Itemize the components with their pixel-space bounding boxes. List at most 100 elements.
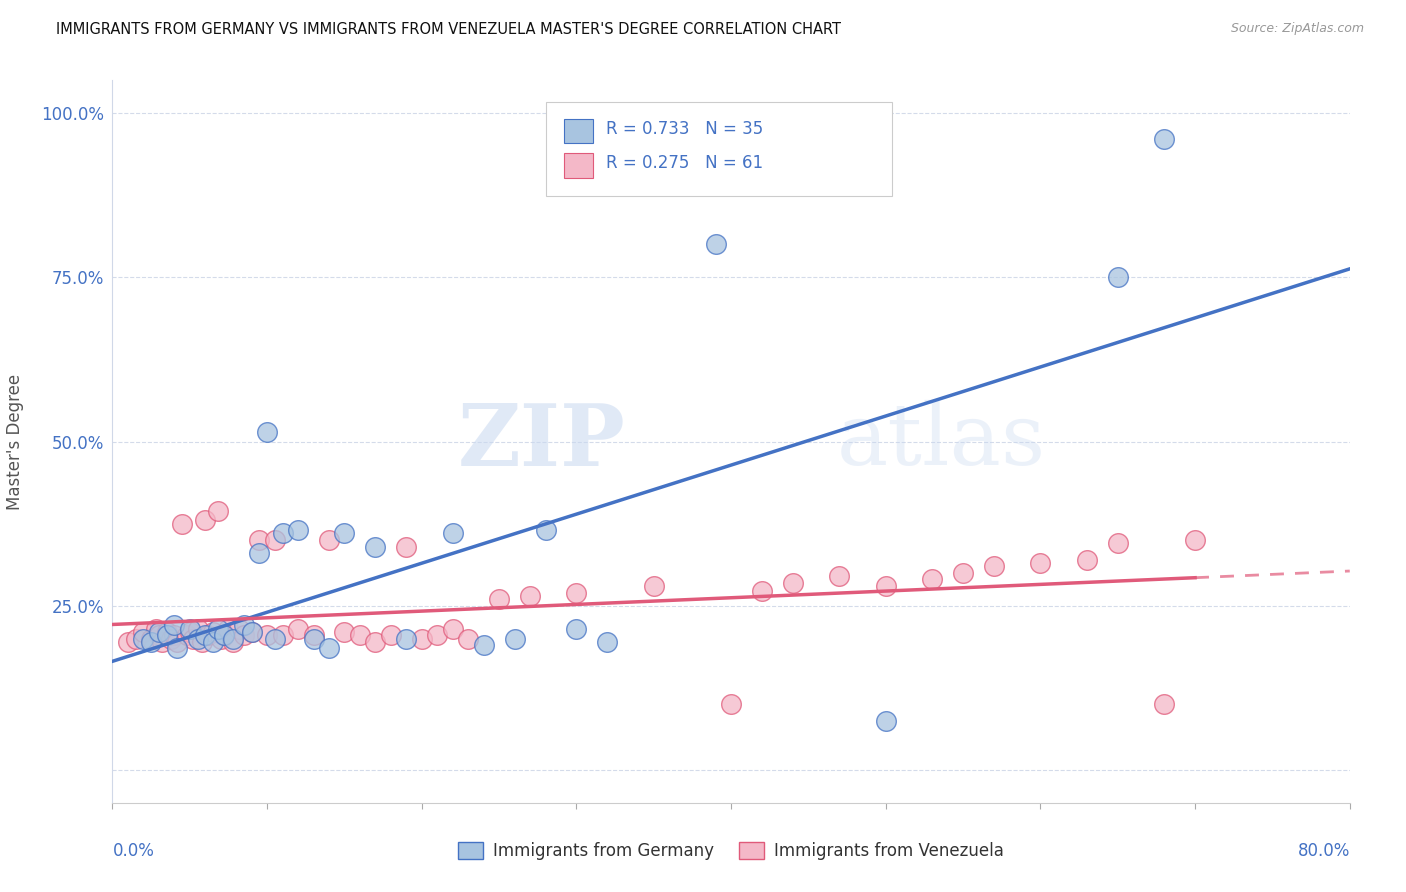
Point <box>124 632 148 646</box>
Point <box>720 698 742 712</box>
Point <box>264 533 287 547</box>
Point <box>828 569 851 583</box>
Point <box>166 635 188 649</box>
Point <box>318 533 340 547</box>
Point <box>217 622 239 636</box>
Point <box>457 632 479 646</box>
Text: 80.0%: 80.0% <box>1298 842 1350 860</box>
Text: R = 0.275   N = 61: R = 0.275 N = 61 <box>606 154 763 172</box>
Point <box>534 523 557 537</box>
Point <box>228 622 250 636</box>
Point <box>247 533 270 547</box>
Point <box>222 635 245 649</box>
Point <box>145 622 167 636</box>
Point <box>751 584 773 599</box>
Point <box>209 632 232 646</box>
Point <box>233 628 256 642</box>
FancyBboxPatch shape <box>546 102 891 196</box>
Point <box>271 628 294 642</box>
Point <box>364 635 387 649</box>
Point <box>395 540 418 554</box>
Point <box>194 628 217 642</box>
Point <box>782 575 804 590</box>
Text: IMMIGRANTS FROM GERMANY VS IMMIGRANTS FROM VENEZUELA MASTER'S DEGREE CORRELATION: IMMIGRANTS FROM GERMANY VS IMMIGRANTS FR… <box>56 22 841 37</box>
Point <box>704 237 727 252</box>
Point <box>565 622 588 636</box>
Point <box>271 526 294 541</box>
Point <box>150 635 173 649</box>
Point <box>643 579 665 593</box>
Point <box>1153 132 1175 146</box>
Point <box>194 513 217 527</box>
Point <box>1184 533 1206 547</box>
Point <box>921 573 943 587</box>
Point <box>426 628 449 642</box>
Point <box>395 632 418 646</box>
Point <box>519 589 541 603</box>
Point <box>472 638 495 652</box>
Point <box>132 632 155 646</box>
Point <box>166 641 188 656</box>
Point <box>287 523 309 537</box>
FancyBboxPatch shape <box>564 153 592 178</box>
Point <box>181 632 204 646</box>
Point <box>197 628 219 642</box>
Point <box>202 625 225 640</box>
Text: 0.0%: 0.0% <box>112 842 155 860</box>
Point <box>1107 270 1129 285</box>
Point <box>1029 556 1052 570</box>
Text: atlas: atlas <box>837 400 1046 483</box>
Point <box>207 622 229 636</box>
Point <box>155 628 177 642</box>
Point <box>202 635 225 649</box>
Point <box>256 425 278 439</box>
Point <box>222 632 245 646</box>
Point <box>163 628 186 642</box>
Point <box>565 585 588 599</box>
Point <box>176 628 198 642</box>
Point <box>380 628 402 642</box>
Point <box>141 635 163 649</box>
Point <box>179 622 201 636</box>
Point <box>179 625 201 640</box>
Point <box>240 625 263 640</box>
Point <box>364 540 387 554</box>
Point <box>247 546 270 560</box>
Point <box>155 625 177 640</box>
Point <box>117 635 139 649</box>
Point <box>172 516 194 531</box>
Point <box>160 632 183 646</box>
Y-axis label: Master's Degree: Master's Degree <box>7 374 24 509</box>
Point <box>207 503 229 517</box>
Point <box>163 618 186 632</box>
Point <box>212 628 235 642</box>
Point <box>441 526 464 541</box>
Point <box>148 625 170 640</box>
Point <box>264 632 287 646</box>
Text: Source: ZipAtlas.com: Source: ZipAtlas.com <box>1230 22 1364 36</box>
Point <box>441 622 464 636</box>
Point <box>212 628 235 642</box>
Point <box>287 622 309 636</box>
Point <box>186 632 209 646</box>
Point <box>333 526 356 541</box>
Point <box>148 628 170 642</box>
Point <box>875 714 897 728</box>
Point <box>349 628 371 642</box>
Point <box>141 632 163 646</box>
Point <box>411 632 433 646</box>
Point <box>233 618 256 632</box>
Point <box>302 628 325 642</box>
Point <box>952 566 974 580</box>
Point <box>256 628 278 642</box>
Point <box>596 635 619 649</box>
Point <box>503 632 526 646</box>
Point <box>132 625 155 640</box>
Point <box>318 641 340 656</box>
Point <box>333 625 356 640</box>
Text: R = 0.733   N = 35: R = 0.733 N = 35 <box>606 120 763 137</box>
Legend: Immigrants from Germany, Immigrants from Venezuela: Immigrants from Germany, Immigrants from… <box>451 835 1011 867</box>
Point <box>191 635 214 649</box>
Point <box>488 592 510 607</box>
FancyBboxPatch shape <box>564 119 592 143</box>
